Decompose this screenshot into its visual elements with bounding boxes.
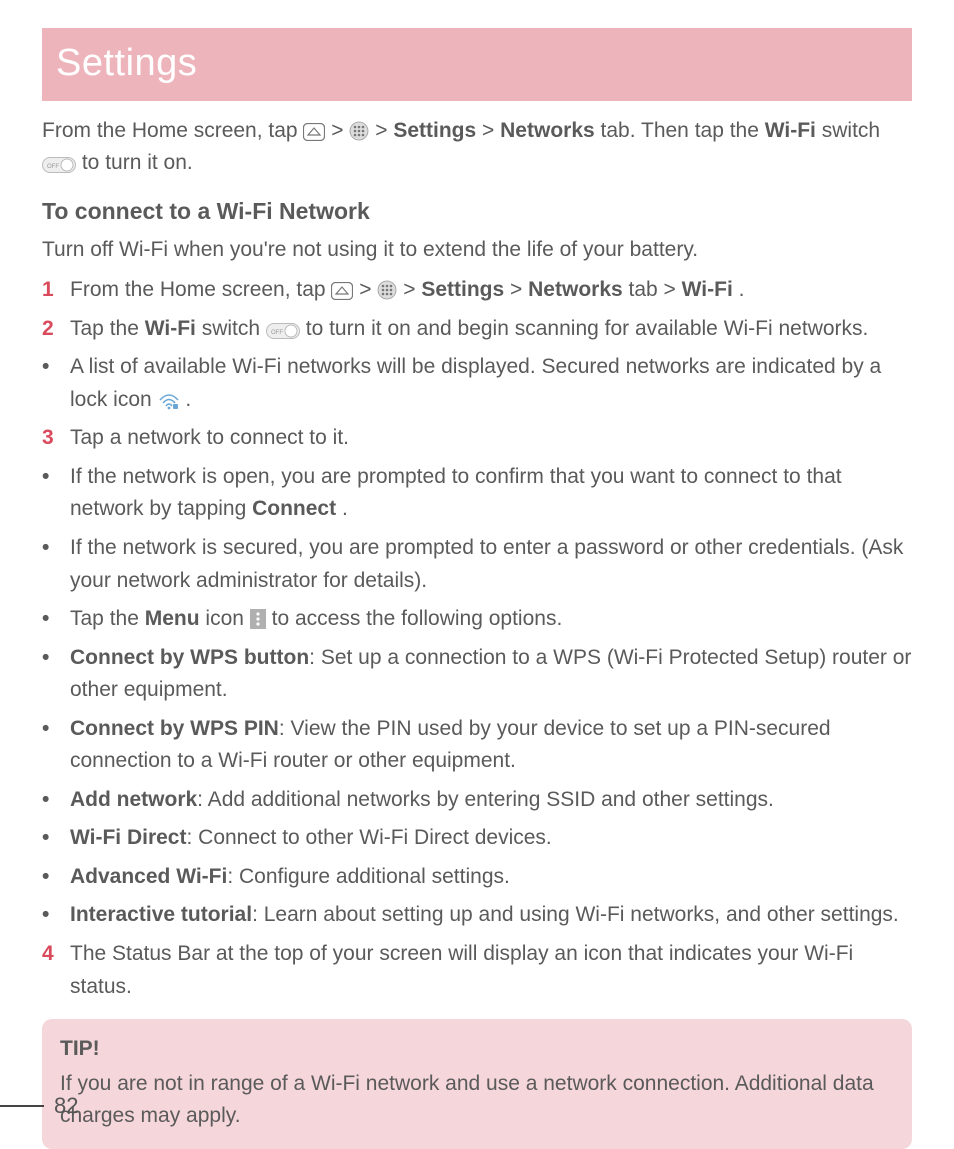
apps-icon [349,121,369,141]
page-title: Settings [56,42,197,84]
intro-text-b: > [331,119,349,142]
tip-title: TIP! [60,1033,894,1066]
home-icon [303,123,325,141]
b4-b: icon [205,607,249,630]
page-number: 82 [54,1089,78,1123]
step3-text: Tap a network to connect to it. [70,422,912,455]
wifi-label: Wi-Fi [765,119,816,142]
menu-overflow-icon [250,609,266,629]
page-title-bar: Settings [42,28,912,101]
step2-b: switch [202,317,266,340]
b1-a: A list of available Wi-Fi networks will … [70,355,881,411]
b3-text: If the network is secured, you are promp… [70,532,912,597]
bullet-marker: • [42,461,66,494]
step-number: 4 [42,938,66,971]
b2-a: If the network is open, you are prompted… [70,465,842,521]
option-text: : Connect to other Wi-Fi Direct devices. [186,826,551,849]
bullet-marker: • [42,603,66,636]
tip-body: If you are not in range of a Wi-Fi netwo… [60,1072,874,1128]
bullet-item: • Connect by WPS PIN: View the PIN used … [42,713,912,778]
bullet-marker: • [42,532,66,565]
section-intro: Turn off Wi-Fi when you're not using it … [42,234,912,267]
b2-b: . [342,497,348,520]
bullet-item: • A list of available Wi-Fi networks wil… [42,351,912,416]
intro-text-a: From the Home screen, tap [42,119,303,142]
bullet-item: • Advanced Wi-Fi: Configure additional s… [42,861,912,894]
intro-text-b2: > [375,119,393,142]
b1-b: . [185,388,191,411]
intro-text-c: > [482,119,500,142]
step-1: 1 From the Home screen, tap > > Settings… [42,274,912,307]
menu-label: Menu [145,607,200,630]
step-number: 3 [42,422,66,455]
step1-a: From the Home screen, tap [70,278,331,301]
bullet-marker: • [42,899,66,932]
bullet-marker: • [42,642,66,675]
step-number: 2 [42,313,66,346]
option-label: Interactive tutorial [70,903,252,926]
bullet-marker: • [42,861,66,894]
step-number: 1 [42,274,66,307]
tip-callout: TIP! If you are not in range of a Wi-Fi … [42,1019,912,1149]
step-4: 4 The Status Bar at the top of your scre… [42,938,912,1003]
bullet-marker: • [42,822,66,855]
manual-page: Settings From the Home screen, tap > > S… [0,0,954,1149]
apps-icon [377,280,397,300]
home-icon [331,282,353,300]
intro-paragraph: From the Home screen, tap > > Settings >… [42,115,912,180]
step1-b: > [359,278,377,301]
wifi-label: Wi-Fi [145,317,196,340]
switch-icon: OFF [266,323,300,339]
bullet-marker: • [42,713,66,746]
wifi-lock-icon [158,392,180,410]
connect-label: Connect [252,497,336,520]
step1-e: . [739,278,745,301]
bullet-item: • Wi-Fi Direct: Connect to other Wi-Fi D… [42,822,912,855]
option-text: : Add additional networks by entering SS… [197,788,774,811]
networks-label: Networks [500,119,595,142]
bullet-item: • Add network: Add additional networks b… [42,784,912,817]
option-label: Connect by WPS PIN [70,717,279,740]
step1-d: tab > [629,278,682,301]
step-3: 3 Tap a network to connect to it. [42,422,912,455]
step2-c: to turn it on and begin scanning for ava… [306,317,869,340]
step-2: 2 Tap the Wi-Fi switch OFF to turn it on… [42,313,912,346]
footer-rule [0,1105,44,1107]
bullet-item: • If the network is secured, you are pro… [42,532,912,597]
b4-a: Tap the [70,607,145,630]
settings-label: Settings [421,278,504,301]
bullet-marker: • [42,351,66,384]
bullet-item: • Connect by WPS button: Set up a connec… [42,642,912,707]
option-text: : Configure additional settings. [227,865,510,888]
step1-c: > [510,278,528,301]
section-heading: To connect to a Wi-Fi Network [42,194,912,230]
option-label: Advanced Wi-Fi [70,865,227,888]
networks-label: Networks [528,278,623,301]
b4-c: to access the following options. [272,607,563,630]
svg-text:OFF: OFF [47,164,59,170]
bullet-item: • Interactive tutorial: Learn about sett… [42,899,912,932]
intro-text-d: tab. Then tap the [601,119,765,142]
step1-b2: > [403,278,421,301]
wifi-label: Wi-Fi [682,278,733,301]
step2-a: Tap the [70,317,145,340]
intro-text-e: switch [822,119,880,142]
bullet-marker: • [42,784,66,817]
option-text: : Learn about setting up and using Wi-Fi… [252,903,899,926]
settings-label: Settings [393,119,476,142]
option-label: Wi-Fi Direct [70,826,186,849]
option-label: Connect by WPS button [70,646,309,669]
svg-text:OFF: OFF [271,330,283,336]
bullet-item: • If the network is open, you are prompt… [42,461,912,526]
intro-text-f: to turn it on. [82,151,193,174]
step4-text: The Status Bar at the top of your screen… [70,938,912,1003]
switch-icon: OFF [42,157,76,173]
bullet-item: • Tap the Menu icon to access the follow… [42,603,912,636]
option-label: Add network [70,788,197,811]
page-footer: 82 [0,1089,78,1123]
